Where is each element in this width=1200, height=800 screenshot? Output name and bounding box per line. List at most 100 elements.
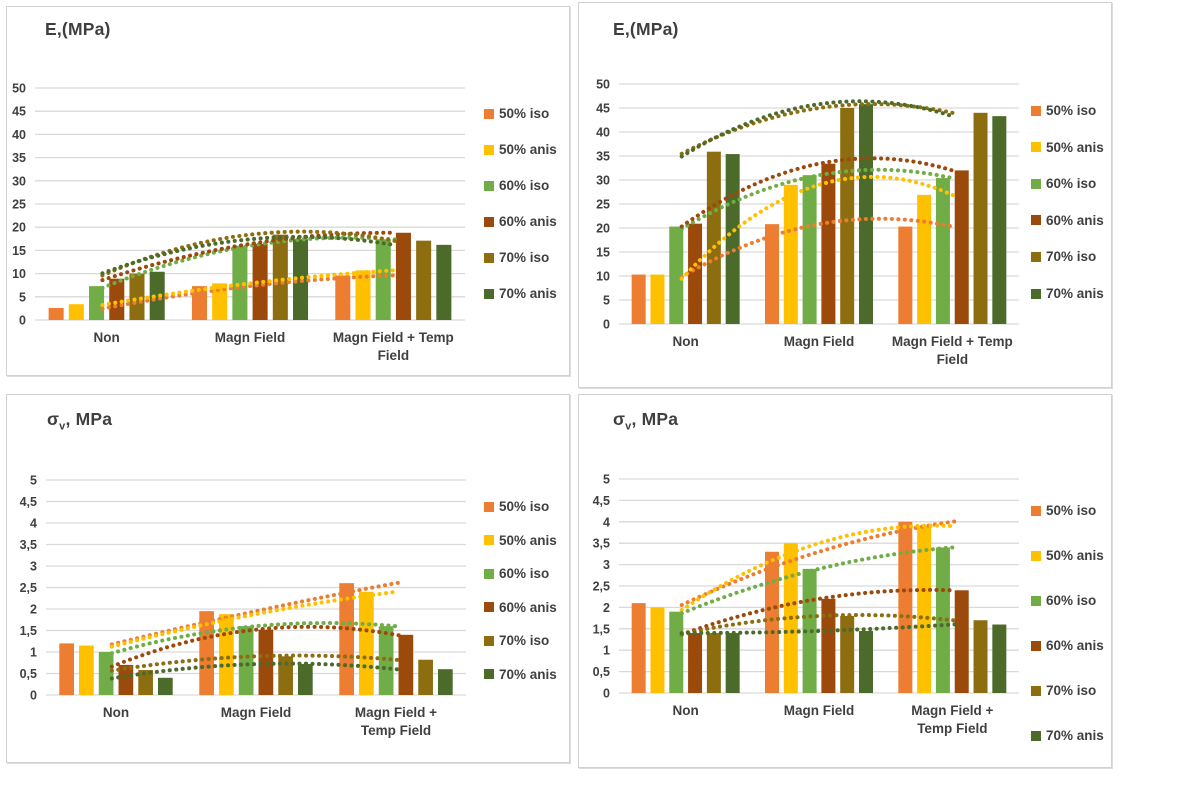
y-tick-label: 1,5 [593, 622, 610, 636]
trendline-50anis [679, 174, 957, 281]
bar-70iso-cat1 [706, 633, 721, 693]
legend-swatch [1031, 251, 1041, 262]
legend-label: 50% iso [499, 106, 550, 121]
bar-70iso-cat3 [973, 112, 988, 324]
y-tick-label: 30 [12, 174, 26, 188]
x-category-label: Non [94, 330, 120, 345]
bar-70anis-cat2 [298, 664, 313, 695]
trendline-70iso [679, 102, 957, 156]
legend-swatch [484, 252, 494, 263]
legend-swatch [1031, 505, 1041, 516]
chart-title-main: σ [613, 409, 626, 429]
legend-item-50iso: 50% iso [1031, 503, 1096, 518]
bar-70iso-cat2 [840, 615, 855, 693]
chart-title: E,(MPa) [613, 19, 679, 43]
bar-60anis-cat2 [252, 243, 268, 320]
legend-label: 70% anis [499, 666, 557, 682]
bar-60iso-cat2 [232, 245, 248, 320]
x-category-label: Magn Field [221, 705, 292, 720]
legend-swatch [484, 669, 494, 679]
trendline-60iso [109, 621, 401, 656]
bar-50iso-cat1 [59, 643, 74, 695]
trendline-50iso [679, 216, 957, 279]
trendline-60anis [100, 230, 399, 283]
y-tick-label: 10 [596, 270, 610, 284]
chart-panel-2: E,(MPa) 0 5 10 15 20 25 30 35 40 45 50 Non Magn Field… [578, 2, 1112, 388]
y-tick-label: 0,5 [593, 665, 610, 679]
bar-70anis-cat2 [859, 104, 873, 324]
bar-50iso-cat2 [765, 224, 779, 324]
chart-title-main: E,(MPa) [613, 19, 679, 39]
legend-label: 50% anis [1046, 139, 1104, 155]
bar-50anis-cat3 [917, 194, 932, 324]
legend-item-70anis: 70% anis [484, 286, 557, 301]
bar-50anis-cat1 [650, 607, 665, 693]
bar-70anis-cat3 [992, 116, 1007, 324]
legend-item-50anis: 50% anis [1031, 140, 1104, 155]
y-tick-label: 2 [30, 603, 37, 617]
legend-label: 60% anis [1046, 212, 1104, 228]
legend-label: 70% anis [1046, 286, 1104, 301]
x-category-label: Non [673, 703, 699, 718]
trendline-50anis [100, 268, 399, 307]
legend-label: 60% anis [1046, 638, 1104, 653]
bar-chart-plot: 0 0,5 1 1,5 2 2,5 3 3,5 4 4,5 5 Non Magn Field Magn F… [20, 474, 466, 738]
y-tick-label: 5 [30, 474, 37, 488]
y-tick-label: 0 [603, 318, 610, 332]
y-tick-label: 0 [19, 314, 26, 328]
legend-swatch [484, 216, 494, 227]
bar-60anis-cat1 [118, 664, 134, 695]
legend-label: 70% iso [1046, 249, 1097, 265]
bar-70anis-cat1 [158, 677, 173, 695]
bar-50anis-cat1 [79, 645, 94, 695]
bar-60iso-cat3 [378, 626, 394, 695]
y-tick-label: 40 [596, 126, 610, 140]
bar-chart-plot: 0 5 10 15 20 25 30 35 40 45 50 Non Magn Field Magn Fi… [12, 82, 465, 363]
y-tick-label: 20 [12, 221, 26, 235]
bar-70iso-cat2 [840, 108, 855, 324]
legend-item-70iso: 70% iso [484, 633, 549, 648]
y-tick-label: 25 [12, 198, 26, 212]
bar-60anis-cat1 [688, 223, 703, 324]
bar-70anis-cat3 [438, 669, 453, 695]
legend-swatch [1031, 178, 1041, 189]
x-category-label: Magn Field + [355, 705, 437, 720]
y-tick-label: 5 [19, 290, 26, 304]
trendline-50iso [679, 519, 957, 607]
legend-item-60iso: 60% iso [1031, 176, 1096, 191]
chart-title: σv, MPa [47, 409, 112, 433]
legend-item-50iso: 50% iso [1031, 103, 1096, 118]
y-tick-label: 4,5 [20, 495, 37, 509]
legend-label: 50% iso [499, 499, 550, 514]
bar-70iso-cat3 [973, 620, 988, 693]
legend-swatch [1031, 685, 1041, 696]
legend-item-70anis: 70% anis [484, 667, 557, 682]
y-tick-label: 45 [596, 102, 610, 116]
bar-70iso-cat2 [278, 656, 293, 695]
trendline-60anis [109, 624, 401, 669]
chart-panel-4: σv, MPa 0 0,5 1 1,5 2 2,5 3 3,5 4 4,5 5 Non Magn Fiel… [578, 394, 1112, 768]
legend-swatch [1031, 142, 1041, 153]
legend-label: 50% anis [499, 142, 557, 157]
bar-60anis-cat1 [109, 278, 125, 320]
legend-label: 50% iso [1046, 103, 1097, 118]
legend-label: 60% anis [499, 599, 557, 615]
bar-70anis-cat1 [725, 154, 740, 324]
y-tick-label: 4,5 [593, 494, 610, 508]
trendline-50iso [100, 273, 399, 311]
y-tick-label: 40 [12, 128, 26, 142]
bar-60anis-cat2 [821, 598, 836, 693]
bar-50anis-cat3 [355, 270, 371, 320]
x-category-label: Magn Field [784, 334, 855, 349]
legend-label: 50% iso [1046, 503, 1097, 518]
x-category-label: Field [378, 348, 410, 363]
legend-swatch [1031, 595, 1041, 606]
bar-60iso-cat2 [238, 626, 254, 695]
legend-item-70iso: 70% iso [1031, 683, 1096, 698]
y-tick-label: 15 [596, 246, 610, 260]
legend-item-60iso: 60% iso [1031, 593, 1096, 608]
bar-50anis-cat3 [359, 591, 374, 695]
bar-50anis-cat1 [650, 274, 665, 324]
legend-label: 50% anis [1046, 548, 1104, 563]
bar-70iso-cat2 [272, 234, 288, 320]
